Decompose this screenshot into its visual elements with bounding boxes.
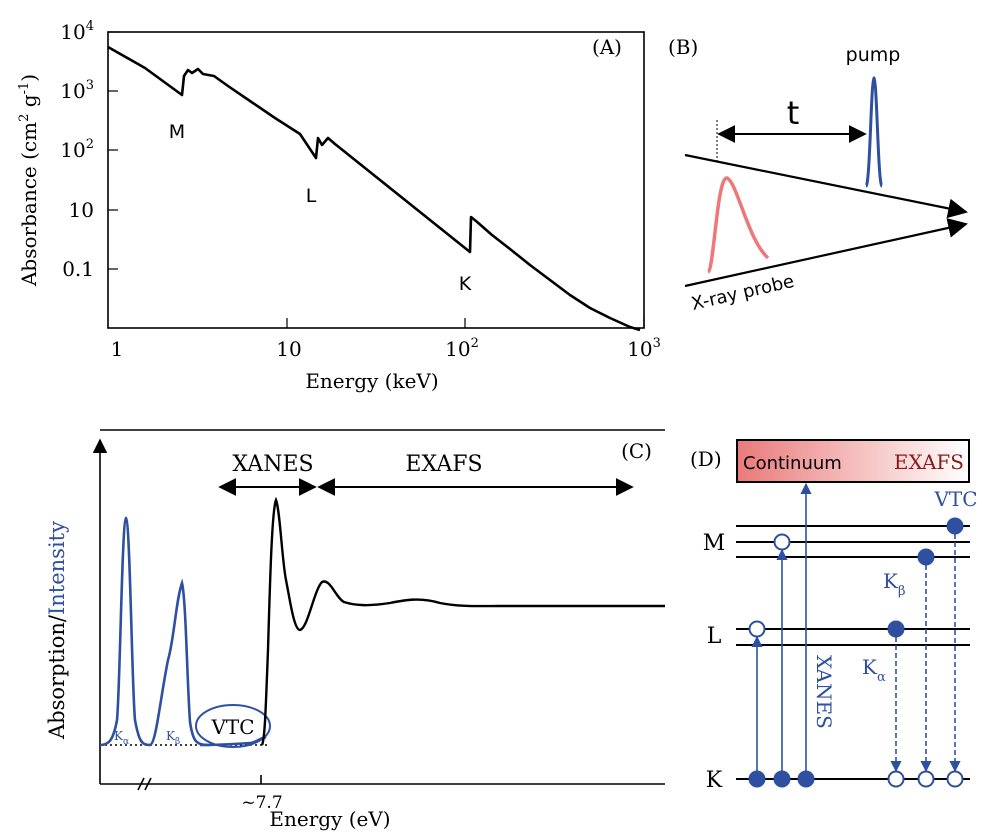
panel-b-label: (B) bbox=[668, 35, 698, 59]
electron-vtc bbox=[946, 517, 964, 535]
electron-k-1 bbox=[748, 770, 766, 788]
shell-l-label: L bbox=[707, 624, 722, 649]
hole-k-3 bbox=[946, 770, 964, 788]
panel-a-x-label: Energy (keV) bbox=[305, 369, 438, 393]
edge-label-l: L bbox=[306, 185, 317, 207]
exafs-box-label: EXAFS bbox=[894, 450, 964, 474]
electron-l bbox=[887, 620, 905, 638]
panel-c-y-label: Absorption/Intensity bbox=[45, 521, 69, 740]
panel-a-frame bbox=[107, 31, 645, 329]
hole-k-2 bbox=[917, 770, 935, 788]
energy-levels bbox=[736, 525, 970, 780]
absorption-spectrum bbox=[260, 496, 665, 746]
shell-m-label: M bbox=[703, 531, 726, 556]
probe-pulse bbox=[706, 176, 770, 274]
vtc-d-label: VTC bbox=[933, 487, 977, 511]
electron-m bbox=[917, 548, 935, 566]
k-beta-label: Kβ bbox=[166, 729, 180, 747]
y-tick-label: 102 bbox=[60, 137, 94, 162]
k-beta-d-label: Kβ bbox=[883, 569, 905, 599]
panel-a-x-ticks bbox=[286, 318, 645, 328]
absorption-curve bbox=[107, 45, 641, 332]
edge-label-k: K bbox=[459, 273, 472, 295]
electron-states bbox=[748, 517, 964, 788]
panel-a-label: (A) bbox=[592, 35, 622, 59]
delay-label: t bbox=[787, 94, 800, 132]
y-tick-label-0-1-visible: 0.1 bbox=[62, 257, 94, 281]
y-tick-label: 10 bbox=[69, 198, 94, 222]
xanes-vertical-label: XANES bbox=[812, 655, 836, 729]
y-tick-label: 1 bbox=[81, 257, 94, 281]
x-tick-label: 103 bbox=[627, 336, 661, 361]
hole-l bbox=[748, 620, 766, 638]
y-tick-label: 104 bbox=[60, 19, 94, 44]
panel-a-y-label: Absorbance (cm2 g-1) bbox=[17, 74, 41, 287]
edge-label-m: M bbox=[169, 121, 185, 143]
panel-a-chart: 104 103 102 10 1 0.1 1 10 102 103 Energy… bbox=[17, 19, 661, 393]
panel-d-diagram: (D) Continuum EXAFS VTC M L K XANES Kβ K… bbox=[690, 439, 978, 793]
k-alpha-d-label: Kα bbox=[862, 655, 886, 685]
exafs-label: EXAFS bbox=[405, 452, 482, 477]
panel-a-y-ticks bbox=[108, 31, 118, 270]
x-tick-label: 10 bbox=[276, 337, 301, 361]
pump-label: pump bbox=[846, 44, 901, 66]
hole-m bbox=[773, 533, 791, 551]
y-tick-label: 103 bbox=[60, 78, 94, 103]
x-tick-label: 102 bbox=[445, 336, 479, 361]
shell-k-label: K bbox=[706, 768, 723, 793]
axis-break bbox=[137, 777, 152, 791]
vtc-circle bbox=[195, 704, 271, 748]
k-beta-emission-peak bbox=[149, 578, 211, 747]
panel-c-chart: ~7.7 Energy (eV) Absorption/Intensity (C… bbox=[45, 429, 665, 831]
continuum-label: Continuum bbox=[743, 453, 842, 474]
k-alpha-emission-peak bbox=[99, 516, 151, 747]
k-alpha-label: Kα bbox=[114, 729, 129, 747]
xanes-label: XANES bbox=[232, 452, 313, 477]
probe-label: X-ray probe bbox=[689, 271, 796, 315]
pump-pulse bbox=[864, 76, 884, 188]
electron-k-2 bbox=[773, 770, 791, 788]
electron-k-3 bbox=[797, 770, 815, 788]
panel-b-diagram: (B) pump t X-ray probe bbox=[668, 35, 968, 315]
vtc-label: VTC bbox=[210, 715, 254, 739]
probe-beam bbox=[684, 218, 968, 288]
continuum-box bbox=[736, 439, 970, 483]
pump-beam bbox=[684, 153, 968, 219]
x-tick-label-7-7: ~7.7 bbox=[241, 793, 282, 813]
panel-c-x-label: Energy (eV) bbox=[269, 807, 390, 831]
panel-c-label: (C) bbox=[621, 439, 652, 463]
panel-d-label: (D) bbox=[690, 447, 722, 471]
hole-k-1 bbox=[887, 770, 905, 788]
x-tick-label: 1 bbox=[111, 337, 124, 361]
